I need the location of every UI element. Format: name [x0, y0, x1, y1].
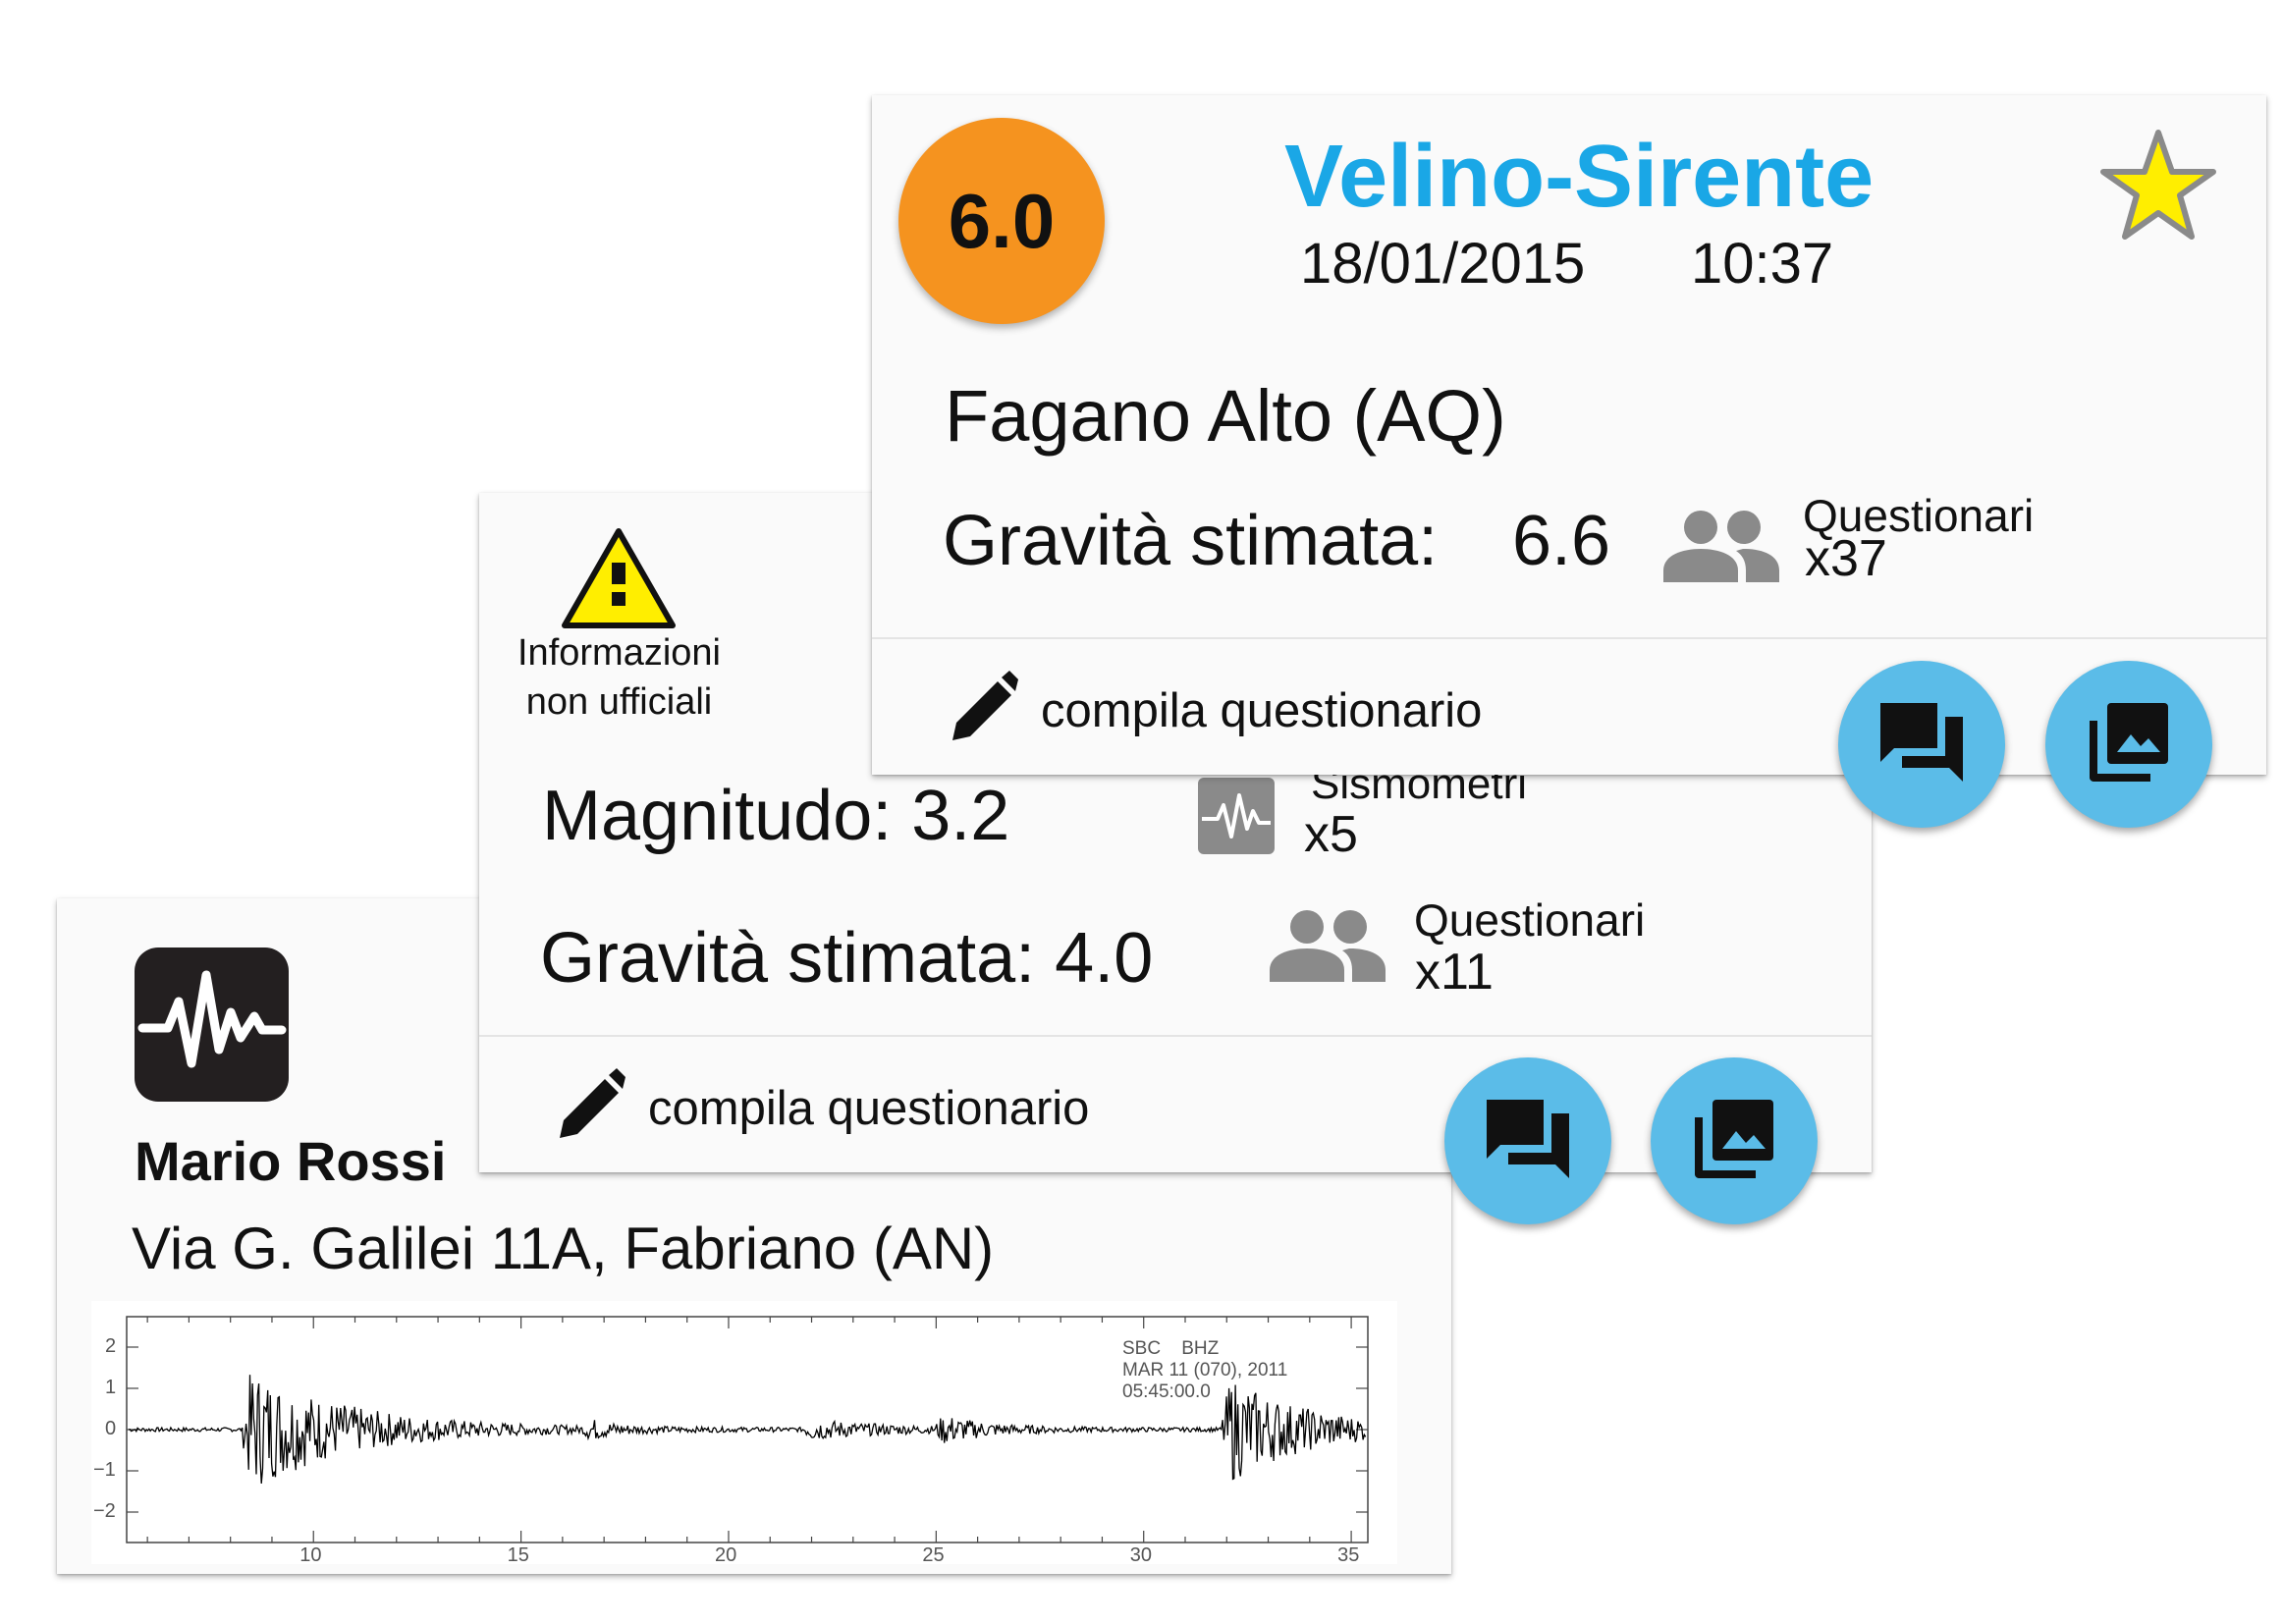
compila-questionario-label: compila questionario	[648, 1082, 1090, 1135]
questionnaires-count: x37	[1805, 530, 1887, 587]
forum-icon	[1483, 1096, 1573, 1187]
questionnaires-label: Questionari	[1803, 490, 2035, 541]
event-title: Velino-Sirente	[1284, 128, 1875, 226]
card-divider	[872, 637, 2266, 639]
comments-button[interactable]	[1838, 661, 2005, 828]
seismogram-channel: BHZ	[1181, 1338, 1220, 1359]
gravity-value: 6.6	[1512, 502, 1611, 580]
seismogram-x-tick-label: 25	[922, 1544, 945, 1566]
magnitude-value: 6.0	[948, 177, 1056, 264]
seismometers-count: x5	[1304, 806, 1358, 863]
questionnaires-label: Questionari	[1414, 894, 1646, 946]
seismogram-x-tick-label: 35	[1337, 1544, 1360, 1566]
seismogram-x-tick-label: 10	[299, 1544, 322, 1566]
seismogram-x-tick-label: 30	[1129, 1544, 1152, 1566]
seismogram-y-tick-label: 2	[105, 1335, 117, 1357]
seismogram-x-tick-label: 15	[507, 1544, 529, 1566]
seismogram-y-tick-label: −2	[93, 1500, 116, 1522]
photos-button[interactable]	[1651, 1057, 1818, 1224]
pencil-icon	[556, 1067, 626, 1147]
photo-library-icon	[1691, 1096, 1777, 1187]
event-card[interactable]: 6.0 Velino-Sirente 18/01/2015 10:37 Faga…	[872, 95, 2266, 775]
seismogram-station: SBC	[1122, 1338, 1162, 1359]
magnitude-badge: 6.0	[898, 118, 1105, 324]
people-icon	[1270, 905, 1387, 984]
magnitude-text: Magnitudo: 3.2	[542, 777, 1010, 855]
event-card-unofficial: Informazioni non ufficiali Magnitudo: 3.…	[479, 493, 1872, 1172]
event-location: Fagano Alto (AQ)	[945, 375, 1506, 457]
people-icon	[1663, 506, 1781, 584]
forum-icon	[1876, 699, 1967, 790]
compila-questionario-action[interactable]: compila questionario	[556, 1067, 1145, 1146]
seismogram-date: MAR 11 (070), 2011	[1122, 1360, 1288, 1380]
questionnaires-count: x11	[1415, 944, 1494, 1001]
gravity-text: Gravità stimata: 4.0	[540, 919, 1154, 998]
comments-button[interactable]	[1444, 1057, 1611, 1224]
warning-icon	[561, 527, 677, 629]
seismogram-plot: 2 1 0 −1 −2 10 15 20 25 30 35 SBC BHZ MAR 11 (070…	[91, 1301, 1397, 1566]
seismograph-app-icon	[135, 947, 289, 1102]
event-date: 18/01/2015	[1300, 232, 1586, 296]
seismogram-y-tick-label: 1	[105, 1377, 117, 1398]
warning-text: Informazioni non ufficiali	[489, 628, 749, 727]
seismometer-icon	[1198, 778, 1275, 854]
seismogram-header: SBC BHZ MAR 11 (070), 2011 05:45:00.0	[1122, 1338, 1287, 1403]
photos-button[interactable]	[2045, 661, 2212, 828]
gravity-label: Gravità stimata:	[943, 502, 1439, 580]
seismogram-y-tick-label: 0	[105, 1418, 117, 1439]
seismogram-y-tick-label: −1	[93, 1459, 116, 1481]
user-address: Via G. Galilei 11A, Fabriano (AN)	[132, 1216, 995, 1281]
photo-library-icon	[2086, 699, 2172, 790]
seismogram-x-tick-label: 20	[714, 1544, 737, 1566]
warning-line-1: Informazioni	[517, 632, 721, 674]
compila-questionario-action[interactable]: compila questionario	[949, 670, 1538, 748]
warning-line-2: non ufficiali	[525, 681, 713, 723]
favorite-star-icon[interactable]	[2097, 127, 2219, 244]
event-time: 10:37	[1691, 232, 1834, 296]
card-divider	[479, 1035, 1872, 1037]
seismogram-time: 05:45:00.0	[1122, 1381, 1211, 1402]
pencil-icon	[949, 670, 1019, 749]
compila-questionario-label: compila questionario	[1041, 684, 1483, 737]
user-name: Mario Rossi	[135, 1130, 447, 1192]
